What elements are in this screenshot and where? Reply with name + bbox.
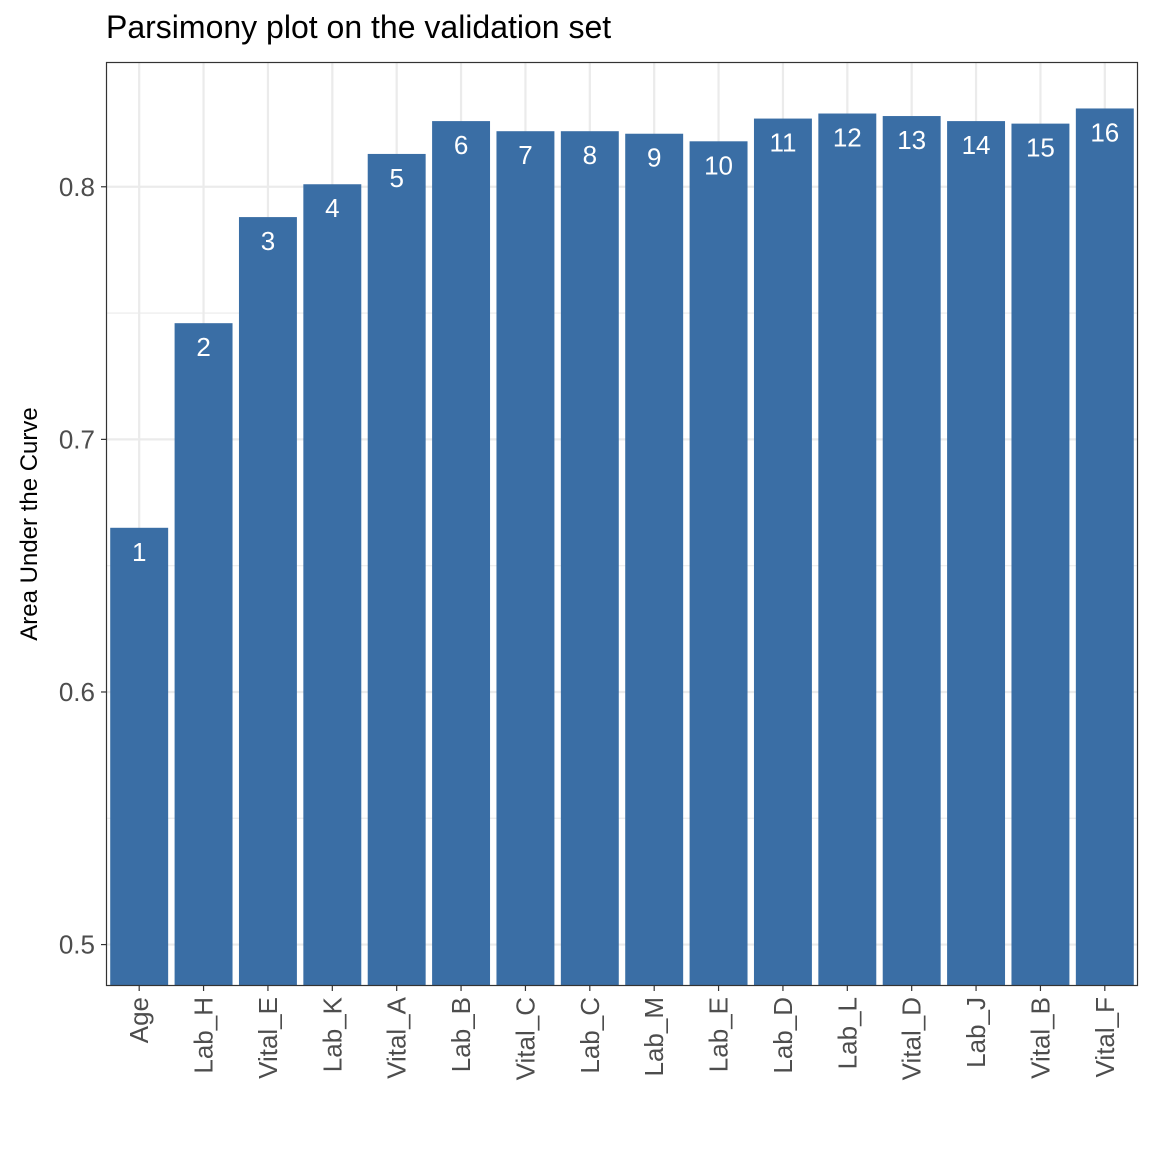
x-tick-label: Lab_C: [575, 997, 605, 1074]
x-tick-label: Lab_H: [189, 997, 219, 1074]
bar-Age: [110, 527, 169, 985]
bar-label: 2: [196, 332, 210, 362]
bars: [110, 108, 1134, 986]
bar-label: 14: [962, 130, 991, 160]
y-axis: 0.5 0.6 0.7 0.8: [59, 172, 107, 960]
x-tick-label: Age: [124, 997, 154, 1043]
bar-label: 3: [261, 226, 275, 256]
x-axis: Age Lab_H Vital_E Lab_K Vital_A Lab_B Vital_C L…: [124, 985, 1120, 1080]
bar-label: 12: [833, 123, 862, 153]
y-tick-label: 0.8: [59, 172, 95, 202]
x-tick-label: Vital_C: [510, 997, 540, 1080]
bar-label: 15: [1026, 133, 1055, 163]
bar-label: 1: [132, 537, 146, 567]
x-tick-label: Lab_D: [768, 997, 798, 1074]
x-tick-label: Lab_E: [704, 997, 734, 1072]
x-tick-label: Vital_A: [382, 996, 412, 1079]
y-tick-label: 0.7: [59, 424, 95, 454]
bar-Vital_B: [1011, 123, 1070, 986]
bar-Lab_M: [625, 133, 684, 985]
bar-Vital_F: [1075, 108, 1134, 985]
bar-label: 9: [647, 143, 661, 173]
bar-label: 5: [389, 163, 403, 193]
x-tick-label: Vital_F: [1090, 997, 1120, 1077]
y-axis-title: Area Under the Curve: [16, 407, 43, 640]
bar-Lab_B: [432, 121, 491, 985]
bar-Vital_D: [882, 116, 941, 986]
bar-label: 7: [518, 140, 532, 170]
x-tick-label: Vital_B: [1025, 997, 1055, 1079]
x-tick-label: Vital_E: [253, 997, 283, 1079]
bar-label: 8: [583, 140, 597, 170]
bar-Vital_E: [238, 217, 297, 986]
y-tick-label: 0.6: [59, 677, 95, 707]
x-tick-label: Lab_B: [446, 997, 476, 1072]
bar-Lab_K: [303, 184, 362, 985]
x-tick-label: Lab_L: [832, 997, 862, 1069]
bar-Lab_L: [818, 113, 877, 985]
bar-label: 16: [1090, 117, 1119, 147]
bar-Vital_A: [367, 153, 426, 985]
bar-Lab_J: [947, 121, 1006, 985]
x-tick-label: Lab_K: [317, 996, 347, 1072]
bar-Lab_H: [174, 323, 233, 986]
bar-label: 4: [325, 193, 339, 223]
y-tick-label: 0.5: [59, 930, 95, 960]
bar-Lab_C: [560, 131, 619, 985]
bar-label: 13: [897, 125, 926, 155]
bar-label: 6: [454, 130, 468, 160]
bar-label: 10: [704, 150, 733, 180]
bar-Lab_D: [753, 118, 812, 985]
bar-Vital_C: [496, 131, 555, 985]
panel-border: [105, 61, 1139, 987]
x-tick-label: Lab_J: [961, 997, 991, 1068]
bar-Lab_E: [689, 141, 748, 985]
bar-label: 11: [769, 128, 796, 158]
x-tick-label: Lab_M: [639, 997, 669, 1077]
chart-title: Parsimony plot on the validation set: [106, 9, 611, 45]
x-tick-label: Vital_D: [897, 997, 927, 1080]
